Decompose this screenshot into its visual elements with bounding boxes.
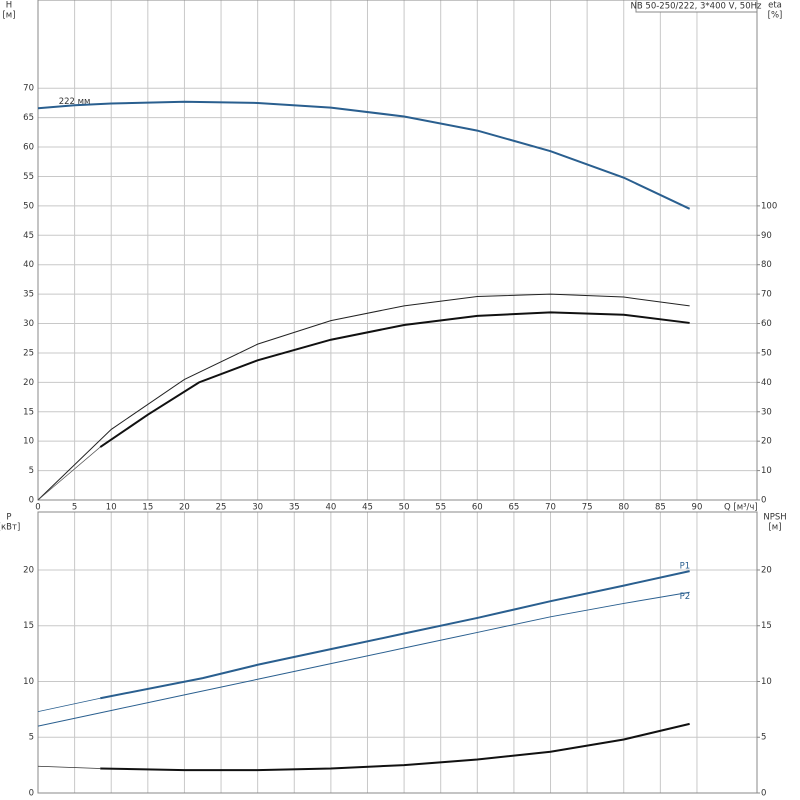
curve [37,697,101,712]
y-axis-unit: [м] [2,11,15,21]
curve-label: P1 [680,562,691,572]
y2-tick-label: 100 [761,201,777,211]
x-tick-label: 85 [655,503,666,513]
chart-title: NB 50-250/222, 3*400 V, 50Hz [631,2,762,12]
y2-tick-label: 0 [761,496,766,506]
y2-tick-label: 20 [761,437,772,447]
x-tick-label: 5 [72,503,77,513]
y2-tick-label: 50 [761,348,772,358]
y-tick-label: 50 [23,201,34,211]
x-tick-label: 90 [692,503,703,513]
plot-frame [37,511,758,794]
y2-tick-label: 10 [761,677,772,687]
x-tick-label: 40 [325,503,336,513]
curve [100,570,690,700]
y2-axis-label: eta [768,1,782,11]
y2-tick-label: 15 [761,621,772,631]
curve [37,765,101,769]
y-tick-label: 10 [23,437,34,447]
curve [100,722,690,772]
y-tick-label: 20 [23,378,34,388]
y-tick-label: 30 [23,319,34,329]
y2-tick-label: 20 [761,565,772,575]
curve-label: 222 мм [59,97,91,107]
y-tick-label: 20 [23,565,34,575]
y-tick-label: 0 [29,496,34,506]
y-tick-label: 35 [23,290,34,300]
y-tick-label: 15 [23,621,34,631]
curve [37,446,101,501]
curve [37,100,691,210]
y2-axis-label: NPSH [763,513,786,523]
x-tick-label: 20 [179,503,190,513]
x-tick-label: 0 [35,503,40,513]
y2-tick-label: 60 [761,319,772,329]
x-tick-label: 60 [472,503,483,513]
y2-axis-unit: [%] [768,11,783,21]
y2-tick-label: 80 [761,260,772,270]
y-tick-label: 25 [23,348,34,358]
y2-tick-label: 90 [761,231,772,241]
y-axis-label: P [6,513,11,523]
y2-tick-label: 30 [761,407,772,417]
x-tick-label: 10 [106,503,117,513]
y-tick-label: 5 [29,733,34,743]
x-tick-label: 65 [509,503,520,513]
x-tick-label: 35 [289,503,300,513]
y-tick-label: 70 [23,84,34,94]
curve [37,591,690,727]
x-tick-label: 75 [582,503,593,513]
x-tick-label: 30 [252,503,263,513]
y2-tick-label: 5 [761,733,766,743]
x-tick-label: 45 [362,503,373,513]
y-tick-label: 55 [23,172,34,182]
x-tick-label: 15 [142,503,153,513]
y2-tick-label: 70 [761,290,772,300]
y-tick-label: 15 [23,407,34,417]
x-tick-label: 50 [399,503,410,513]
y-axis-unit: [кВт] [0,523,20,533]
y2-tick-label: 0 [761,789,766,799]
y-tick-label: 5 [29,466,34,476]
x-tick-label: 80 [618,503,629,513]
curve-label: P2 [680,592,691,602]
y-tick-label: 45 [23,231,34,241]
y-tick-label: 10 [23,677,34,687]
x-tick-label: 25 [216,503,227,513]
y-tick-label: 0 [29,789,34,799]
title-box [635,0,758,13]
y-tick-label: 60 [23,143,34,153]
y-tick-label: 65 [23,113,34,123]
plot-frame [37,0,758,501]
x-axis-label: Q [м³/ч] [724,503,758,513]
x-tick-label: 55 [435,503,446,513]
y-axis-label: H [6,1,12,11]
y-tick-label: 40 [23,260,34,270]
x-tick-label: 70 [545,503,556,513]
curve [99,311,690,448]
y2-tick-label: 40 [761,378,772,388]
y2-tick-label: 10 [761,466,772,476]
curve [37,293,690,501]
y2-axis-unit: [м] [768,523,781,533]
